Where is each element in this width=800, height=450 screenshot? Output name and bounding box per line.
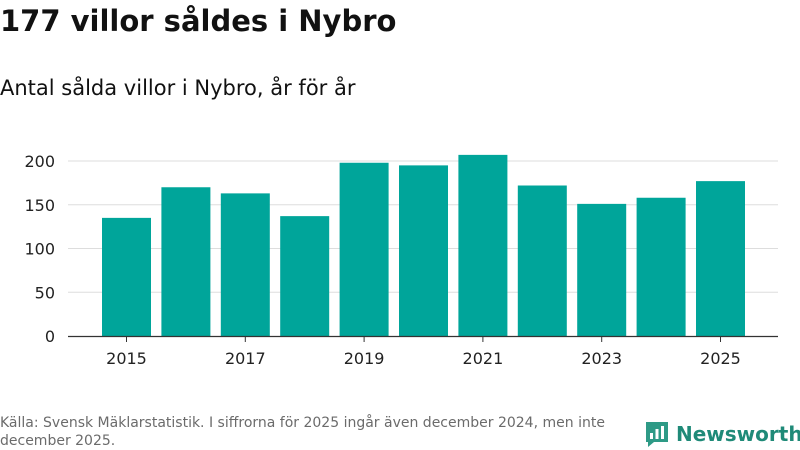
bar-2019 — [339, 162, 389, 336]
bar-2021 — [458, 154, 508, 336]
bar-2016 — [161, 187, 211, 336]
x-tick-label: 2015 — [106, 349, 147, 368]
bar-2024 — [636, 197, 686, 336]
bar-2023 — [577, 203, 627, 336]
bars — [102, 154, 745, 336]
brand: Newsworthy — [644, 419, 800, 449]
y-tick-label: 150 — [24, 196, 55, 215]
x-tick-label: 2023 — [581, 349, 622, 368]
x-tick-label: 2019 — [344, 349, 385, 368]
x-tick-label: 2025 — [700, 349, 741, 368]
brand-name: Newsworthy — [676, 422, 800, 446]
chart-title: 177 villor såldes i Nybro — [0, 4, 397, 38]
y-tick-label: 50 — [35, 283, 55, 302]
bar-2017 — [220, 193, 270, 336]
bar-2022 — [517, 185, 567, 336]
source-note: Källa: Svensk Mäklarstatistik. I siffror… — [0, 415, 605, 449]
bar-2018 — [280, 216, 330, 336]
y-tick-label: 200 — [24, 152, 55, 171]
bar-2020 — [399, 165, 448, 336]
x-tick-label: 2021 — [463, 349, 504, 368]
chart-subtitle: Antal sålda villor i Nybro, år för år — [0, 76, 356, 100]
x-tick-label: 2017 — [225, 349, 266, 368]
axes: 0 50 100 150 200 2015 2017 2019 2021 2023 2025 — [24, 152, 778, 368]
y-tick-label: 100 — [24, 240, 55, 259]
bar-2025 — [696, 181, 745, 336]
bar-chart: 0 50 100 150 200 2015 2017 2019 2021 2023 2025 — [24, 152, 778, 368]
bar-2015 — [102, 217, 151, 336]
newsworthy-logo-icon — [646, 422, 668, 447]
y-tick-label: 0 — [45, 327, 55, 346]
